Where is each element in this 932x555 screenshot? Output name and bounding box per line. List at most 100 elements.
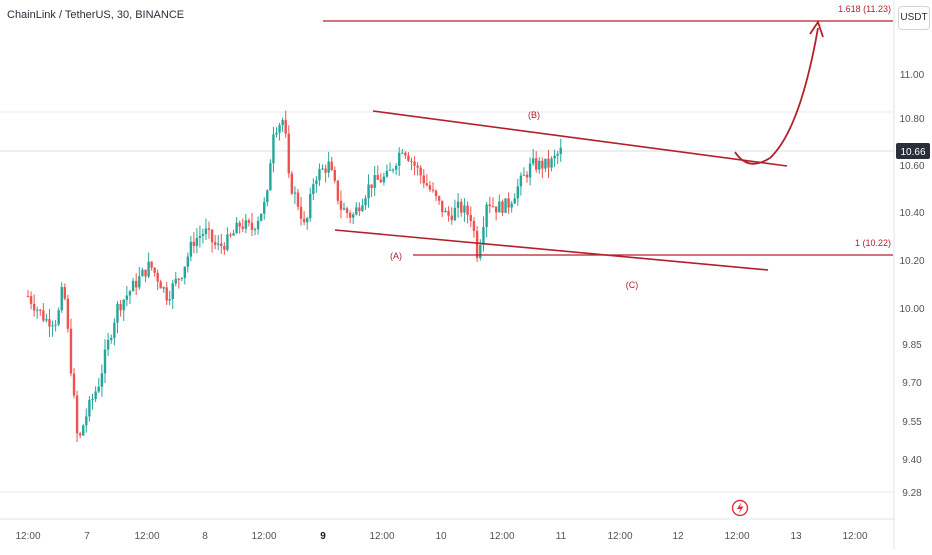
price-tick-label: 10.00 — [899, 304, 924, 315]
candle-body — [324, 168, 327, 173]
candle-body — [302, 218, 306, 223]
candle-body — [498, 201, 501, 213]
candle-body — [456, 201, 460, 208]
candle-body — [110, 337, 113, 340]
candle-body — [538, 160, 541, 170]
candle-body — [434, 190, 438, 197]
candle-body — [391, 169, 395, 171]
price-tick-label: 9.85 — [902, 340, 922, 351]
candle-body — [63, 287, 67, 299]
label-fib-1: 1 (10.22) — [855, 238, 891, 248]
candle-body — [431, 189, 435, 191]
candle-body — [531, 158, 535, 164]
candle-body — [168, 299, 171, 301]
candle-body — [131, 280, 135, 292]
candle-body — [150, 261, 153, 268]
candle-body — [220, 243, 223, 247]
time-tick-label: 12:00 — [134, 531, 159, 542]
candle-body — [507, 198, 510, 208]
candle-body — [66, 298, 70, 329]
candle-body — [385, 170, 389, 177]
candle-body — [510, 203, 513, 208]
lightning-icon[interactable] — [731, 499, 749, 517]
candle-body — [39, 309, 42, 311]
price-tick-label: 10.40 — [899, 208, 924, 219]
candle-body — [379, 179, 383, 183]
candle-body — [247, 220, 251, 223]
candle-body — [106, 339, 110, 350]
candle-body — [376, 175, 379, 180]
candle-body — [32, 303, 36, 311]
candle-body — [122, 299, 125, 311]
candle-body — [147, 261, 150, 277]
candle-body — [235, 222, 238, 234]
candle-body — [472, 220, 476, 231]
grid-lines — [0, 111, 894, 493]
candle-body — [482, 227, 485, 245]
candle-body — [437, 196, 441, 201]
candle-body — [153, 267, 156, 273]
candle-body — [299, 206, 303, 219]
candle-body — [321, 168, 324, 170]
candle-body — [544, 158, 547, 169]
price-tick-label: 10.80 — [899, 114, 924, 125]
candle-body — [266, 190, 269, 203]
currency-button[interactable]: USDT — [898, 6, 930, 30]
chart-title: ChainLink / TetherUS, 30, BINANCE — [7, 9, 185, 21]
candle-body — [263, 202, 266, 214]
time-axis[interactable]: 12:00 7 12:00 8 12:00 9 12:00 10 12:00 11 12:00 12 1… — [15, 531, 867, 542]
candle-body — [223, 246, 226, 250]
candle-body — [226, 234, 229, 250]
time-tick-label: 10 — [435, 531, 447, 542]
candle-body — [88, 399, 91, 417]
candle-body — [141, 269, 144, 277]
candle-body — [51, 325, 54, 327]
candle-body — [342, 208, 346, 210]
candle-body — [528, 163, 532, 178]
candle-body — [189, 241, 193, 257]
candle-body — [513, 198, 516, 204]
time-tick-label: 12:00 — [489, 531, 514, 542]
candle-body — [241, 226, 244, 229]
price-tick-label: 10.60 — [899, 161, 924, 172]
candle-body — [463, 205, 466, 213]
candle-body — [201, 234, 205, 237]
candle-body — [504, 198, 507, 213]
candle-body — [547, 158, 550, 168]
annotation-drawings: (A) (B) (C) 1.618 (11.23) 1 (10.22) — [323, 4, 893, 290]
label-wave-c: (C) — [626, 280, 639, 290]
candle-body — [78, 433, 82, 436]
candle-body — [339, 200, 343, 210]
label-wave-b: (B) — [528, 110, 540, 120]
candle-body — [26, 296, 30, 297]
time-tick-label: 13 — [790, 531, 802, 542]
candle-body — [559, 147, 562, 154]
candle-body — [535, 158, 538, 170]
candle-body — [284, 120, 287, 134]
candle-body — [113, 322, 116, 338]
candle-body — [309, 194, 312, 219]
candle-body — [333, 170, 336, 181]
candle-body — [138, 276, 141, 288]
time-tick-label: 8 — [202, 531, 208, 542]
time-tick-label: 12:00 — [842, 531, 867, 542]
price-axis[interactable]: 11.00 10.80 10.60 10.40 10.20 10.00 9.85 9.70 9.… — [899, 70, 924, 499]
candle-body — [116, 303, 119, 323]
candle-body — [29, 296, 33, 304]
candle-body — [217, 243, 220, 245]
candle-body — [281, 120, 284, 126]
candle-body — [192, 241, 196, 246]
candle-body — [232, 233, 235, 236]
time-tick-label: 12 — [672, 531, 684, 542]
candle-body — [36, 309, 39, 311]
candle-body — [204, 228, 208, 235]
time-tick-label: 12:00 — [369, 531, 394, 542]
candle-body — [522, 174, 526, 176]
candle-body — [488, 204, 491, 207]
candle-body — [82, 425, 85, 436]
candle-body — [419, 167, 422, 176]
candle-body — [330, 161, 333, 171]
candle-body — [525, 174, 529, 178]
